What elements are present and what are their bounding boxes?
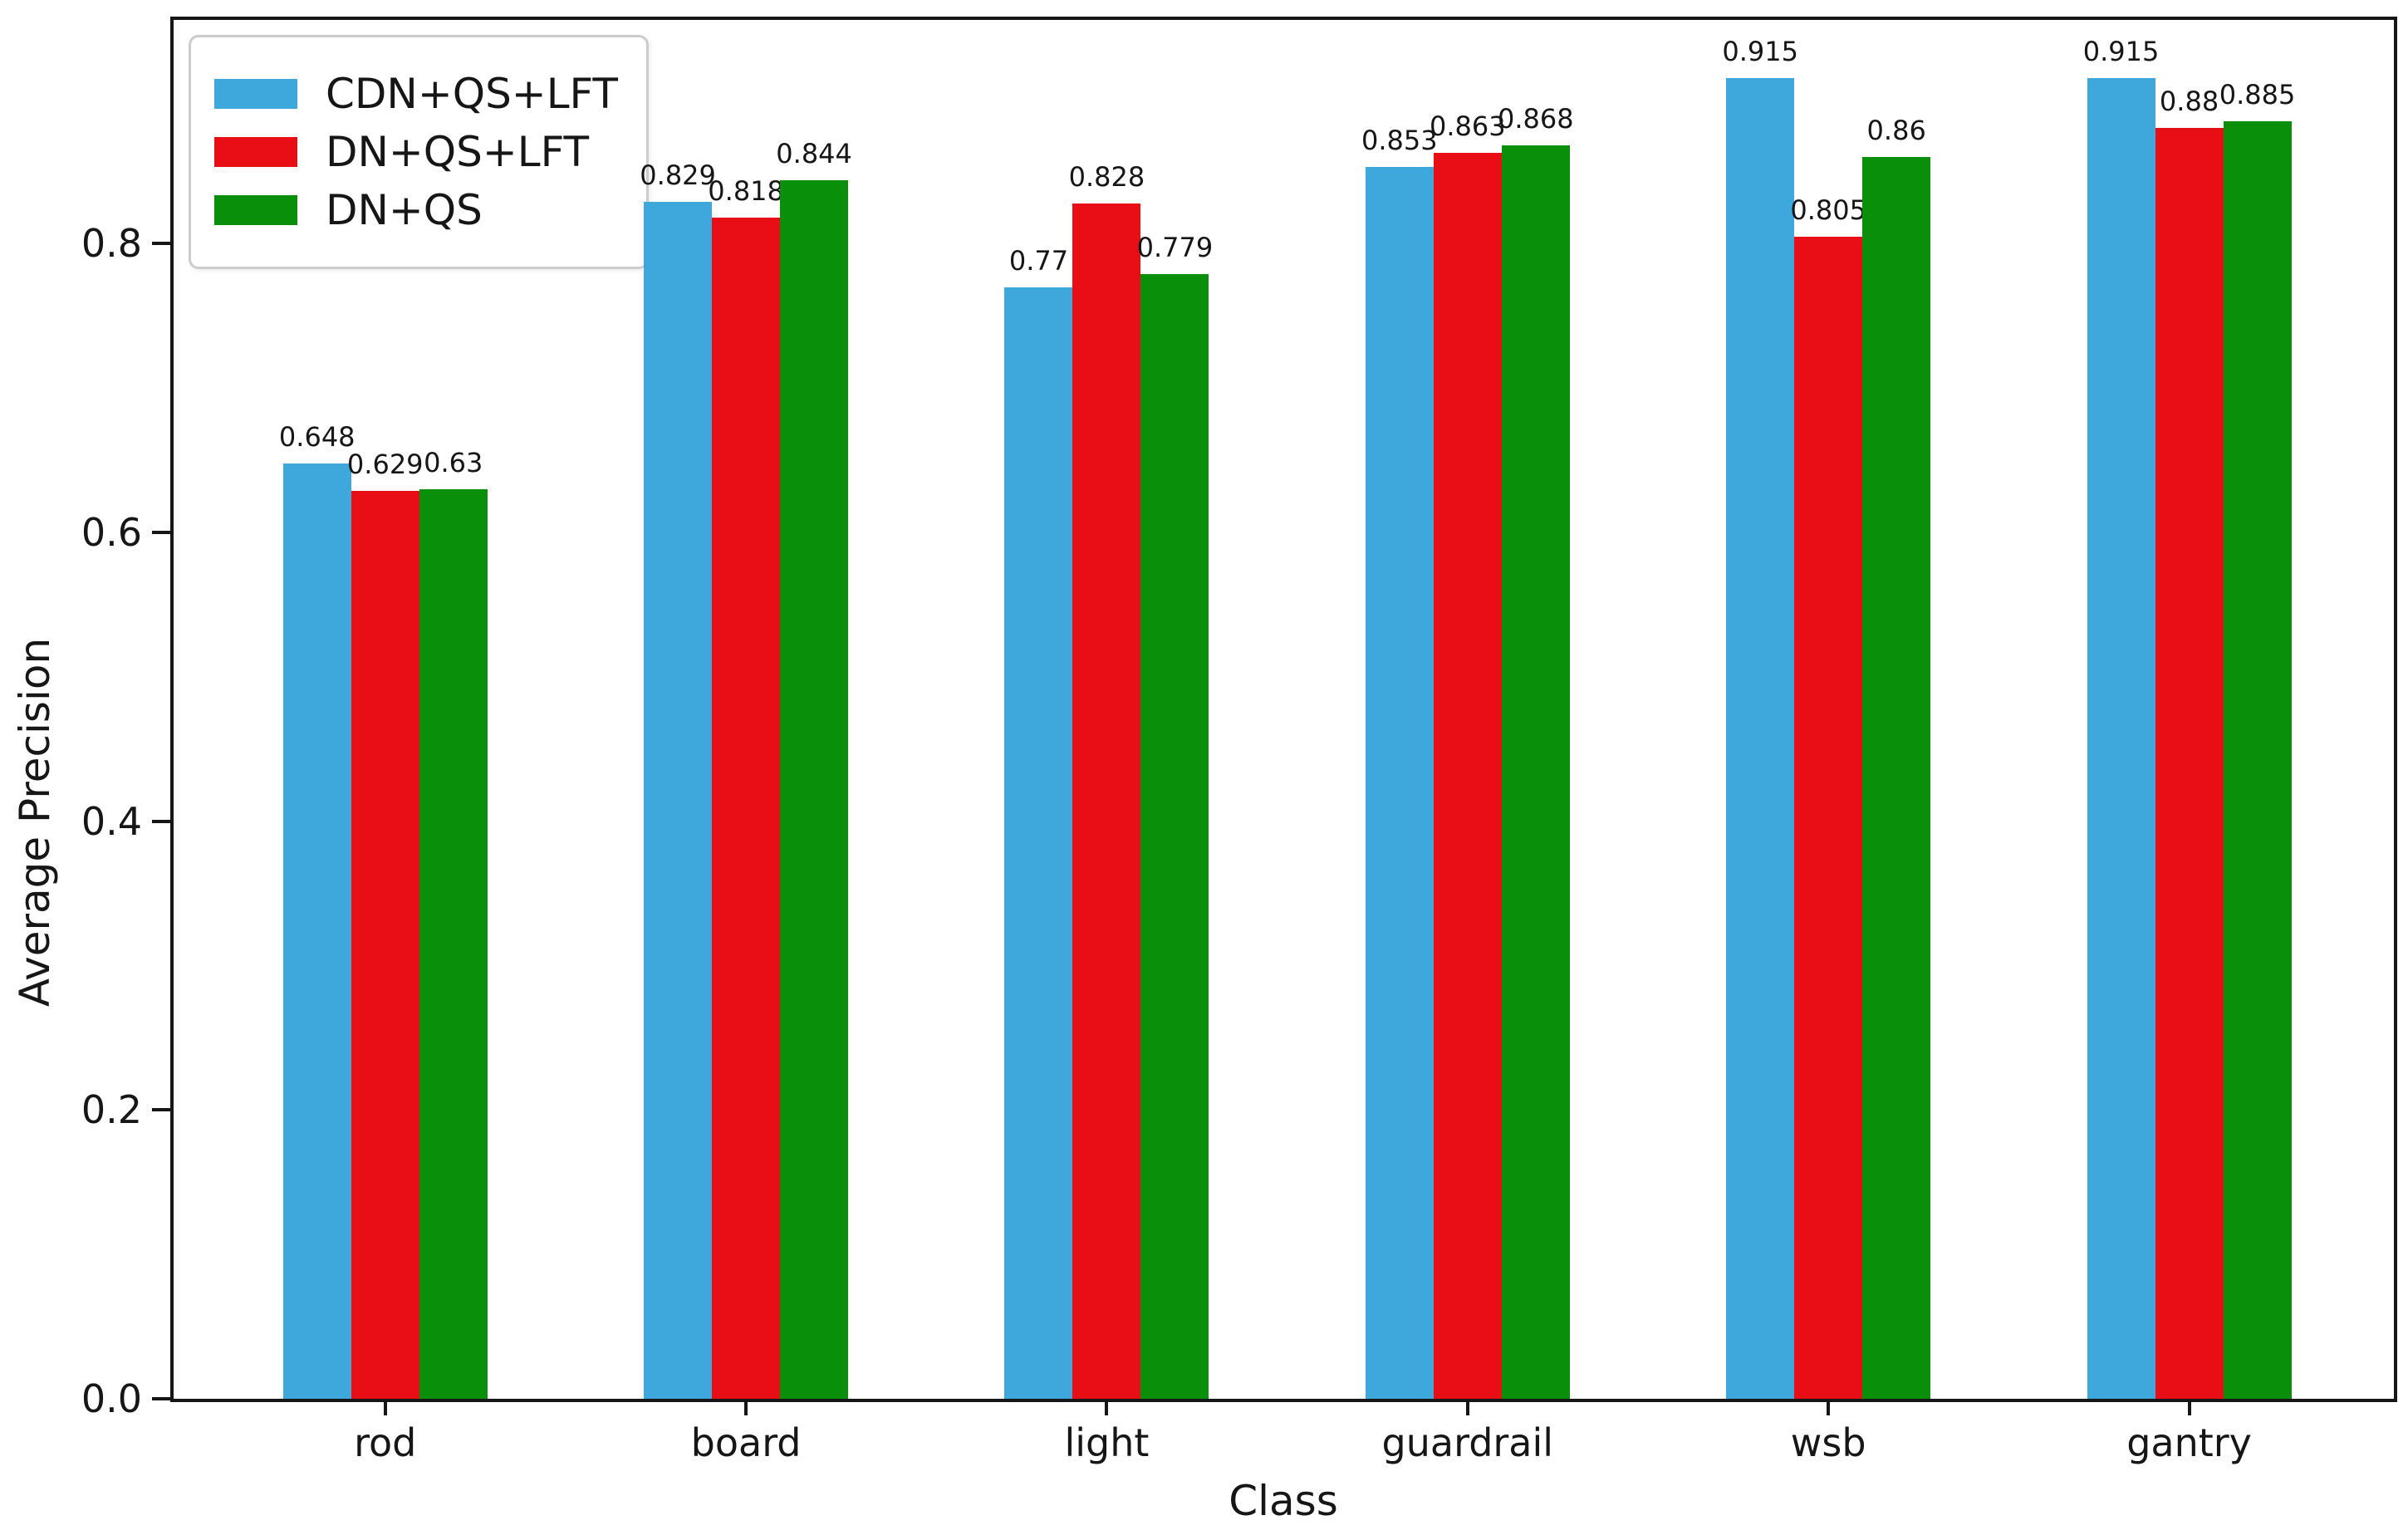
x-axis-title: Class — [1229, 1477, 1338, 1525]
y-tick-mark — [152, 531, 170, 535]
bar-board-blue — [644, 202, 713, 1399]
bar-value-label: 0.829 — [640, 159, 716, 192]
bar-value-label: 0.818 — [708, 175, 784, 208]
bar-light-red — [1072, 203, 1141, 1399]
y-tick-label: 0.0 — [81, 1376, 142, 1421]
y-tick-mark — [152, 1397, 170, 1400]
x-tick-mark — [744, 1402, 748, 1415]
legend-entry: CDN+QS+LFT — [214, 71, 618, 117]
plot-area: CDN+QS+LFT DN+QS+LFT DN+QS 0.648 0.629 0.63 0… — [170, 17, 2397, 1402]
y-tick-label: 0.2 — [81, 1087, 142, 1133]
legend-entry-label: CDN+QS+LFT — [326, 70, 618, 118]
bar-wsb-green — [1862, 157, 1931, 1399]
bar-guardrail-blue — [1365, 167, 1434, 1399]
bar-guardrail-green — [1501, 145, 1570, 1399]
y-tick-mark — [152, 1108, 170, 1112]
bar-board-green — [780, 179, 849, 1399]
bar-guardrail-red — [1433, 152, 1502, 1399]
legend-entry: DN+QS+LFT — [214, 129, 618, 175]
bar-value-label: 0.868 — [1498, 103, 1574, 135]
legend-entry-label: DN+QS+LFT — [326, 128, 590, 176]
y-tick-label: 0.8 — [81, 221, 142, 267]
legend-swatch-icon — [214, 79, 297, 109]
bar-value-label: 0.844 — [776, 137, 852, 169]
y-tick-label: 0.6 — [81, 510, 142, 556]
bar-value-label: 0.648 — [278, 420, 356, 453]
y-tick-mark — [152, 242, 170, 246]
bar-value-label: 0.86 — [1866, 115, 1926, 147]
bar-gantry-green — [2223, 120, 2292, 1399]
legend-swatch-icon — [214, 137, 297, 167]
bar-value-label: 0.828 — [1068, 160, 1145, 193]
bar-value-label: 0.885 — [2219, 78, 2296, 110]
bar-value-label: 0.915 — [1722, 35, 1798, 67]
bar-value-label: 0.77 — [1008, 244, 1069, 277]
x-tick-mark — [2187, 1402, 2191, 1415]
x-tick-mark — [383, 1402, 387, 1415]
legend-swatch-icon — [214, 195, 297, 225]
bar-rod-red — [351, 490, 419, 1399]
x-tick-mark — [1465, 1402, 1469, 1415]
x-tick-label-light: light — [1064, 1420, 1150, 1465]
y-tick-label: 0.4 — [81, 798, 142, 844]
bar-value-label: 0.863 — [1430, 110, 1506, 142]
x-tick-label-rod: rod — [354, 1420, 417, 1465]
bar-board-red — [712, 218, 781, 1399]
bar-value-label: 0.915 — [2082, 35, 2160, 67]
y-tick-mark — [152, 819, 170, 823]
bar-gantry-blue — [2087, 77, 2155, 1399]
bar-value-label: 0.629 — [346, 448, 424, 480]
legend: CDN+QS+LFT DN+QS+LFT DN+QS — [189, 35, 649, 269]
bar-wsb-red — [1794, 236, 1863, 1399]
bar-value-label: 0.63 — [424, 446, 483, 478]
legend-entry-label: DN+QS — [326, 186, 483, 234]
bar-value-label: 0.853 — [1361, 125, 1438, 157]
x-tick-mark — [1105, 1402, 1109, 1415]
x-tick-label-board: board — [690, 1420, 802, 1465]
bar-value-label: 0.779 — [1136, 231, 1214, 263]
bar-rod-green — [419, 488, 488, 1399]
x-tick-label-guardrail: guardrail — [1381, 1420, 1554, 1465]
x-tick-label-wsb: wsb — [1790, 1420, 1866, 1465]
x-tick-label-gantry: gantry — [2126, 1420, 2252, 1465]
bar-value-label: 0.805 — [1790, 194, 1866, 226]
bar-wsb-blue — [1726, 77, 1795, 1399]
bar-rod-blue — [282, 463, 351, 1399]
legend-entry: DN+QS — [214, 187, 618, 233]
bar-light-blue — [1004, 287, 1073, 1399]
bar-light-green — [1140, 273, 1209, 1399]
bar-gantry-red — [2155, 128, 2224, 1399]
x-tick-mark — [1827, 1402, 1831, 1415]
bar-value-label: 0.88 — [2159, 86, 2219, 118]
